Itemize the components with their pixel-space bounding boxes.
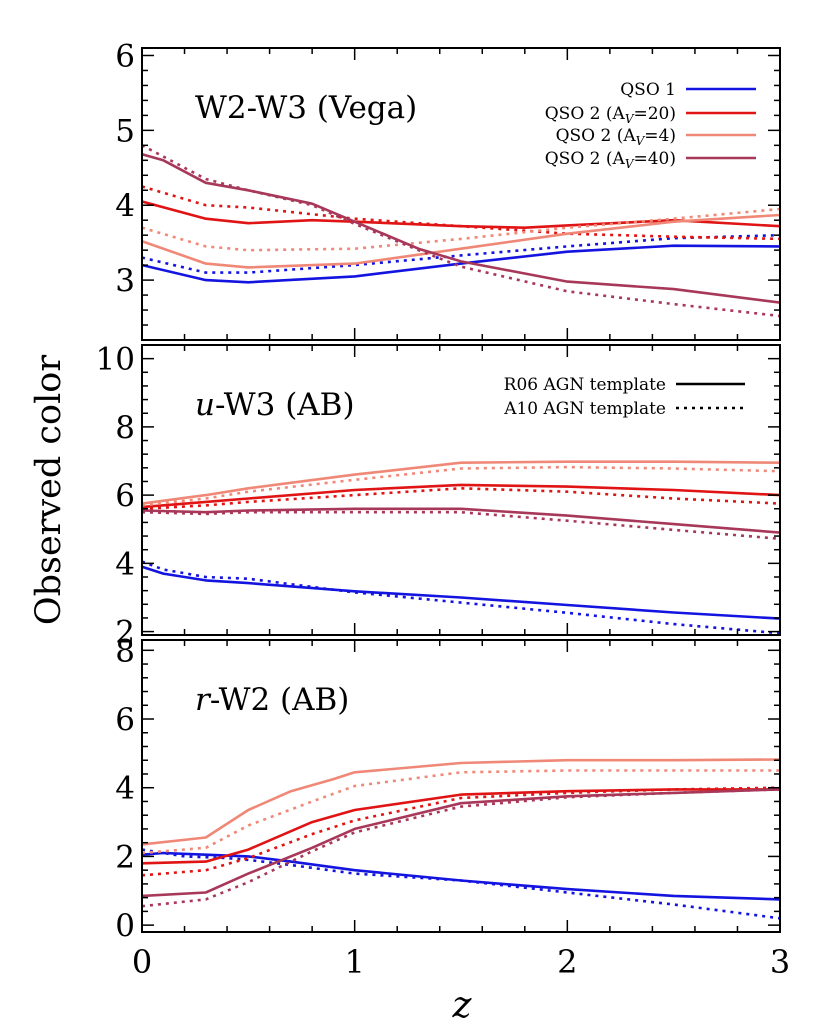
legend-label-qso2_av40: QSO 2 (AV=40) — [545, 149, 676, 171]
legend-text-after: =40) — [633, 149, 676, 169]
series-line-qso2_av40-r06 — [142, 507, 780, 534]
legend-label-qso2_av20: QSO 2 (AV=20) — [545, 104, 676, 126]
legend-template-label: A10 AGN template — [503, 399, 666, 419]
series-line-qso2_av40-a10 — [142, 788, 780, 908]
y-tick-label: 4 — [115, 188, 135, 224]
legend-text: QSO 1 — [620, 80, 676, 100]
x-axis-label: z — [452, 985, 473, 1023]
y-tick-label: 0 — [115, 908, 135, 944]
y-tick-label: 10 — [96, 342, 135, 378]
y-tick-label: 4 — [115, 771, 135, 807]
legend-label-qso1: QSO 1 — [620, 80, 676, 100]
legend-subscript: V — [625, 157, 635, 171]
y-tick-label: 2 — [115, 615, 135, 651]
panel-title: r-W2 (AB) — [195, 682, 349, 718]
y-tick-label: 3 — [115, 263, 135, 299]
x-tick-label: 0 — [132, 943, 152, 981]
legend-label-qso2_av4: QSO 2 (AV=4) — [556, 126, 676, 148]
legend-templates: R06 AGN template A10 AGN template — [503, 375, 745, 419]
panel-title-italic: u — [195, 387, 215, 423]
series-line-qso2_av40-a10 — [142, 144, 780, 318]
y-tick-label: 2 — [115, 839, 135, 875]
series-line-qso1-r06 — [142, 244, 780, 284]
series-line-qso2_av20-a10 — [142, 786, 780, 877]
y-tick-label: 5 — [115, 113, 135, 149]
series-line-qso2_av20-r06 — [142, 483, 780, 509]
series-line-qso1-r06 — [142, 851, 780, 901]
series-line-qso1-a10 — [142, 233, 780, 274]
series-line-qso2_av4-a10 — [142, 207, 780, 252]
plot-frame — [141, 47, 781, 341]
y-tick-label: 8 — [115, 410, 135, 446]
series-line-qso2_av40-a10 — [142, 510, 780, 541]
series-group — [142, 144, 780, 318]
legend-template-label: R06 AGN template — [504, 375, 666, 395]
y-tick-label: 4 — [115, 546, 135, 582]
x-tick-label: 3 — [770, 943, 790, 981]
panels: 3 4 5 6 W2-W3 (Vega) 2 4 6 8 10 u-W3 (AB) 0 2 4 6 8 0 1 2 3… — [96, 38, 791, 981]
plot-frame — [141, 344, 781, 636]
y-tick-label: 8 — [115, 633, 135, 669]
y-axis-label: Observed color — [29, 355, 69, 625]
series-line-qso1-r06 — [142, 565, 780, 620]
legend-text: QSO 2 (A — [545, 149, 626, 169]
y-tick-label: 6 — [115, 38, 135, 74]
panel-2: 2 4 6 8 10 u-W3 (AB) — [96, 342, 781, 651]
panel-title-italic: r — [195, 682, 212, 718]
series-line-qso2_av4-a10 — [142, 769, 780, 855]
legend-text: QSO 2 (A — [545, 104, 626, 124]
series-line-qso2_av4-r06 — [142, 213, 780, 269]
legend-text-after: =4) — [644, 126, 676, 146]
y-tick-label: 6 — [115, 478, 135, 514]
x-tick-label: 2 — [557, 943, 577, 981]
series-line-qso2_av40-r06 — [142, 153, 780, 304]
legend-text: QSO 2 (A — [556, 126, 637, 146]
y-tick-label: 6 — [115, 702, 135, 738]
panel-title: W2-W3 (Vega) — [195, 90, 417, 126]
legend-subscript: V — [636, 134, 646, 148]
x-tick-label: 1 — [344, 943, 364, 981]
panel-title-text: -W2 (AB) — [210, 682, 350, 718]
series-line-qso1-a10 — [142, 848, 780, 920]
legend-text-after: =20) — [633, 104, 676, 124]
plot-frame — [141, 639, 781, 933]
series-line-qso2_av4-r06 — [142, 460, 780, 505]
panel-1: 3 4 5 6 W2-W3 (Vega) — [115, 38, 781, 341]
legend-subscript: V — [625, 112, 635, 126]
series-group — [142, 460, 780, 635]
panel-title: u-W3 (AB) — [195, 387, 355, 423]
panel-title-text: W2-W3 (Vega) — [195, 90, 417, 126]
panel-title-text: -W3 (AB) — [215, 387, 355, 423]
series-line-qso2_av20-r06 — [142, 200, 780, 229]
series-line-qso2_av4-r06 — [142, 758, 780, 846]
series-line-qso2_av20-r06 — [142, 788, 780, 865]
panel-3: 0 2 4 6 8 0 1 2 3 r-W2 (AB) — [115, 633, 790, 981]
series-line-qso2_av20-a10 — [142, 185, 780, 241]
series-line-qso2_av20-a10 — [142, 486, 780, 511]
series-group — [142, 758, 780, 920]
